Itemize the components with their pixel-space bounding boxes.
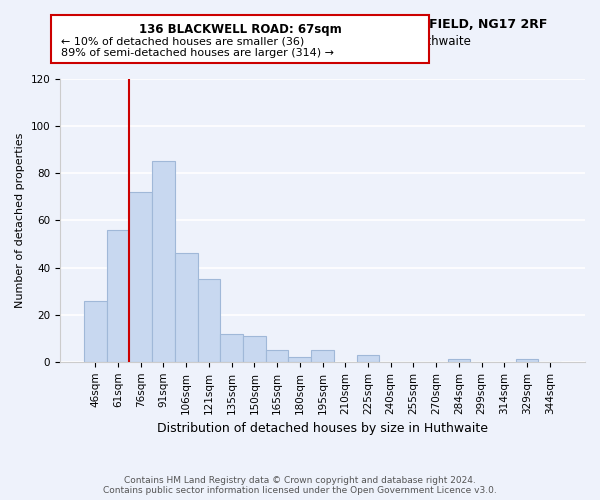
Bar	[175, 254, 197, 362]
Bar	[243, 336, 266, 362]
Bar	[515, 360, 538, 362]
Bar	[448, 360, 470, 362]
Text: Contains HM Land Registry data © Crown copyright and database right 2024.: Contains HM Land Registry data © Crown c…	[124, 476, 476, 485]
Bar	[84, 300, 107, 362]
Text: 89% of semi-detached houses are larger (314) →: 89% of semi-detached houses are larger (…	[61, 48, 334, 58]
Text: Contains public sector information licensed under the Open Government Licence v3: Contains public sector information licen…	[103, 486, 497, 495]
Text: 136 BLACKWELL ROAD: 67sqm: 136 BLACKWELL ROAD: 67sqm	[139, 24, 341, 36]
Bar	[266, 350, 289, 362]
Y-axis label: Number of detached properties: Number of detached properties	[15, 132, 25, 308]
Text: Size of property relative to detached houses in Huthwaite: Size of property relative to detached ho…	[129, 35, 471, 48]
Bar	[311, 350, 334, 362]
Bar	[356, 354, 379, 362]
Bar	[197, 280, 220, 362]
Bar	[152, 162, 175, 362]
Bar	[289, 357, 311, 362]
X-axis label: Distribution of detached houses by size in Huthwaite: Distribution of detached houses by size …	[157, 422, 488, 435]
Text: 136, BLACKWELL ROAD, HUTHWAITE, SUTTON-IN-ASHFIELD, NG17 2RF: 136, BLACKWELL ROAD, HUTHWAITE, SUTTON-I…	[52, 18, 548, 30]
Text: ← 10% of detached houses are smaller (36): ← 10% of detached houses are smaller (36…	[61, 36, 304, 46]
Bar	[130, 192, 152, 362]
Bar	[220, 334, 243, 362]
Bar	[107, 230, 130, 362]
